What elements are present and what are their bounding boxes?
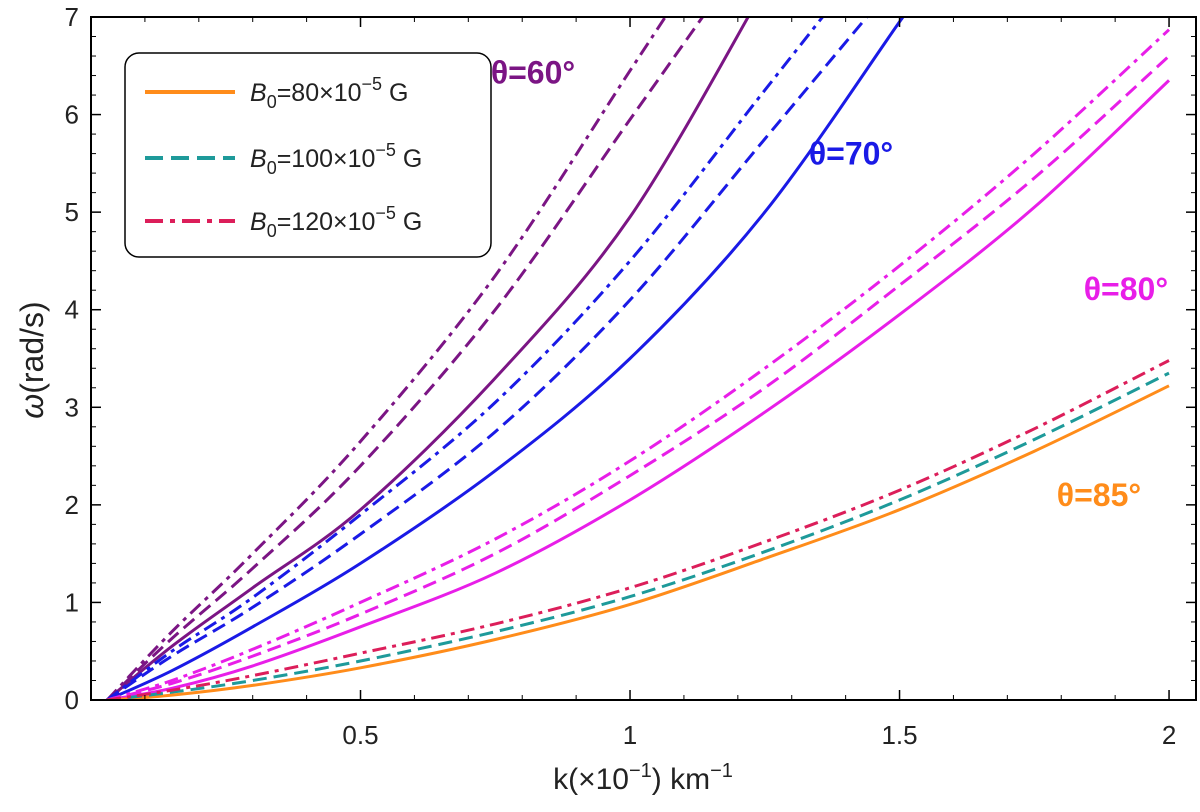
y-tick-label: 5 [65, 197, 79, 227]
y-axis-label: ω(rad/s) [14, 301, 50, 418]
x-axis-label: k(×10−1) km−1 [553, 760, 733, 796]
curve-theta-group-2-series-1 [106, 17, 905, 700]
curve-theta-group-1-series-2 [106, 17, 705, 700]
y-tick-label: 7 [65, 2, 79, 32]
x-tick-label: 1 [623, 720, 637, 750]
group-labels-layer: θ=60° θ=70° θ=80° θ=85° [491, 54, 1168, 512]
y-tick-label: 3 [65, 392, 79, 422]
curve-theta-group-4-series-1 [107, 384, 1170, 700]
group-label-3: θ=80° [1084, 271, 1168, 307]
legend-label-2: B0=100×10−5 G [250, 140, 422, 178]
group-label-4: θ=85° [1057, 477, 1141, 513]
y-tick-label: 0 [65, 685, 79, 715]
ticks-layer: 0.5 1 1.5 2 0 1 2 3 4 5 6 7 [65, 2, 1196, 750]
legend-label-3: B0=120×10−5 G [250, 203, 422, 241]
x-tick-label: 1.5 [881, 720, 917, 750]
group-label-1: θ=60° [491, 54, 575, 90]
curve-theta-group-3-series-1 [106, 79, 1171, 700]
curve-theta-group-4-series-3 [106, 359, 1170, 700]
y-tick-label: 6 [65, 100, 79, 130]
legend-label-1: B0=80×10−5 G [250, 74, 408, 112]
legend-box [124, 52, 492, 258]
legend: B0=80×10−5 G B0=100×10−5 G B0=120×10−5 G [124, 52, 492, 258]
curves-layer [106, 17, 1171, 700]
y-tick-label: 4 [65, 295, 79, 325]
curve-theta-group-4-series-2 [107, 371, 1170, 700]
curve-theta-group-1-series-1 [106, 17, 750, 700]
curve-theta-group-3-series-3 [106, 28, 1171, 700]
curve-theta-group-2-series-2 [106, 17, 869, 700]
plot-frame [90, 16, 1197, 701]
x-tick-label: 2 [1162, 720, 1176, 750]
y-tick-label: 1 [65, 587, 79, 617]
curve-theta-group-2-series-3 [106, 17, 825, 700]
y-tick-label: 2 [65, 490, 79, 520]
curve-theta-group-1-series-3 [106, 17, 668, 700]
group-label-2: θ=70° [809, 135, 893, 171]
curve-theta-group-3-series-2 [106, 54, 1171, 700]
x-tick-label: 0.5 [342, 720, 378, 750]
